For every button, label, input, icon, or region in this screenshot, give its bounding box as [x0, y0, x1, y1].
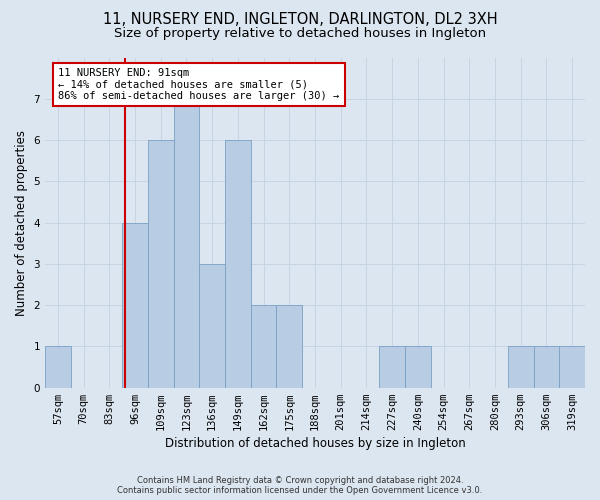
Bar — [251, 305, 277, 388]
Bar — [173, 99, 199, 388]
Text: 11, NURSERY END, INGLETON, DARLINGTON, DL2 3XH: 11, NURSERY END, INGLETON, DARLINGTON, D… — [103, 12, 497, 28]
Bar — [199, 264, 225, 388]
Text: Contains HM Land Registry data © Crown copyright and database right 2024.
Contai: Contains HM Land Registry data © Crown c… — [118, 476, 482, 495]
Text: 11 NURSERY END: 91sqm
← 14% of detached houses are smaller (5)
86% of semi-detac: 11 NURSERY END: 91sqm ← 14% of detached … — [58, 68, 340, 101]
Bar — [405, 346, 431, 388]
Bar — [122, 222, 148, 388]
Bar — [508, 346, 533, 388]
Bar — [45, 346, 71, 388]
Bar — [148, 140, 173, 388]
Text: Size of property relative to detached houses in Ingleton: Size of property relative to detached ho… — [114, 28, 486, 40]
Bar — [559, 346, 585, 388]
X-axis label: Distribution of detached houses by size in Ingleton: Distribution of detached houses by size … — [164, 437, 466, 450]
Bar — [533, 346, 559, 388]
Bar — [379, 346, 405, 388]
Y-axis label: Number of detached properties: Number of detached properties — [15, 130, 28, 316]
Bar — [225, 140, 251, 388]
Bar — [277, 305, 302, 388]
